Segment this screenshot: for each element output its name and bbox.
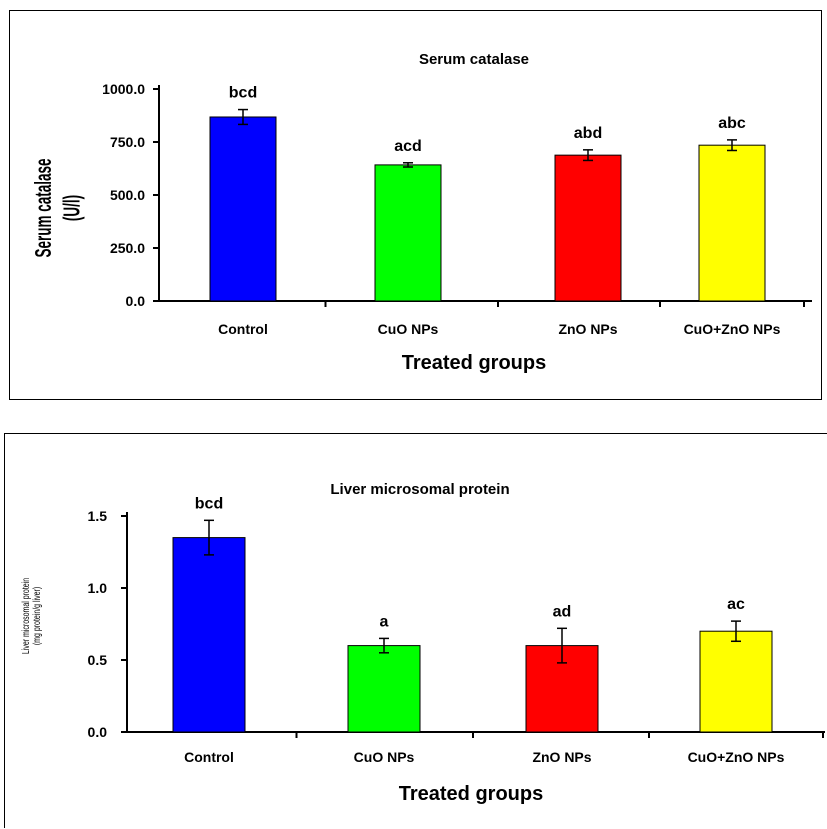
y-tick-label: 250.0 [110, 240, 145, 256]
y-axis-unit: (U/l) [60, 195, 86, 221]
y-tick-label: 500.0 [110, 187, 145, 203]
category-label: CuO NPs [378, 321, 439, 337]
serum-catalase-panel: Serum catalase 0.0 250.0 500.0 750.0 1000.0 bc… [9, 10, 822, 400]
category-label: CuO+ZnO NPs [684, 321, 781, 337]
significance-label: a [380, 613, 389, 630]
y-tick-label: 1.5 [88, 508, 108, 524]
y-tick-label: 0.5 [88, 652, 108, 668]
bar [172, 537, 246, 733]
significance-label: ad [553, 603, 572, 620]
liver-microsomal-protein-panel: Liver microsomal protein 0.0 0.5 1.0 1.5 bcd C… [4, 433, 827, 828]
y-tick-label: 1.0 [88, 580, 108, 596]
bar [347, 645, 421, 733]
bar [554, 154, 622, 302]
category-label: CuO+ZnO NPs [688, 749, 785, 765]
significance-label: abc [718, 115, 746, 132]
significance-label: bcd [229, 85, 257, 102]
category-label: Control [184, 749, 234, 765]
bar [209, 116, 277, 302]
category-label: ZnO NPs [558, 321, 617, 337]
bar [698, 144, 766, 302]
x-axis-label: Treated groups [402, 352, 546, 374]
y-axis-unit: (mg protein/g liver) [31, 587, 43, 645]
y-axis-label: Liver microsomal protein [20, 578, 32, 654]
liver-microsomal-protein-chart: Liver microsomal protein 0.0 0.5 1.0 1.5 bcd C… [20, 481, 825, 805]
serum-catalase-chart: Serum catalase 0.0 250.0 500.0 750.0 1000.0 bc… [31, 51, 812, 374]
y-axis-label-group: Liver microsomal protein (mg protein/g li… [20, 578, 43, 654]
y-tick-label: 0.0 [126, 293, 146, 309]
significance-label: abd [574, 125, 602, 142]
significance-label: acd [394, 138, 422, 155]
category-label: Control [218, 321, 268, 337]
y-tick-label: 0.0 [88, 724, 108, 740]
significance-label: ac [727, 596, 745, 613]
bar [374, 164, 442, 302]
bar [699, 630, 773, 733]
chart-title: Serum catalase [419, 51, 529, 68]
x-axis-label: Treated groups [399, 783, 543, 805]
chart-title: Liver microsomal protein [330, 481, 509, 498]
y-tick-label: 1000.0 [102, 81, 145, 97]
y-axis-label-group: Serum catalase (U/l) [31, 158, 85, 257]
y-tick-label: 750.0 [110, 134, 145, 150]
category-label: ZnO NPs [532, 749, 591, 765]
y-axis-label: Serum catalase [31, 158, 57, 257]
significance-label: bcd [195, 495, 223, 512]
category-label: CuO NPs [354, 749, 415, 765]
